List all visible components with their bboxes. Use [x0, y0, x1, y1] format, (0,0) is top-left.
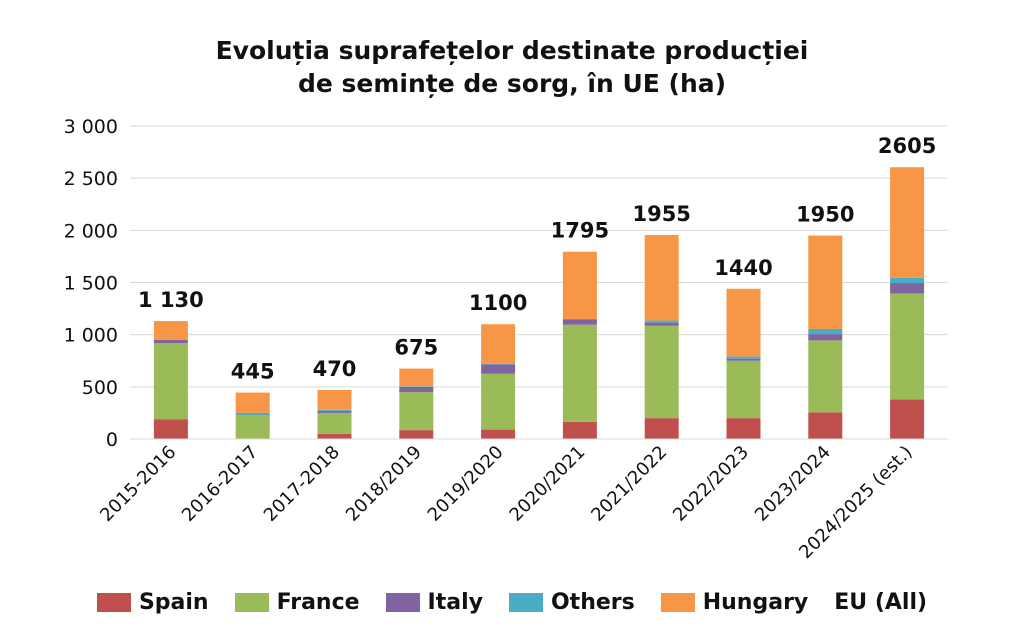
bar-spain	[890, 399, 925, 439]
bar-spain	[317, 433, 352, 439]
bar-others	[235, 412, 270, 416]
legend-item-others: Others	[508, 590, 635, 615]
legend-label: Others	[550, 590, 635, 615]
bar-hungary	[644, 235, 679, 321]
bar-others	[644, 320, 679, 323]
bar-hungary	[153, 321, 188, 340]
y-tick-label: 2 500	[64, 168, 118, 190]
bar-spain	[726, 418, 761, 439]
bar-spain	[481, 429, 516, 439]
bar-france	[644, 325, 679, 419]
legend-swatch	[96, 593, 131, 612]
x-category-label: 2015-2016	[96, 442, 180, 526]
y-tick-label: 1 500	[64, 273, 118, 295]
bar-france	[562, 324, 597, 422]
bar-hungary	[399, 368, 434, 387]
bar-france	[808, 340, 843, 413]
x-category-label: 2018/2019	[342, 442, 426, 526]
total-data-label: 2605	[878, 134, 936, 158]
legend-label: EU (All)	[834, 590, 928, 615]
legend-item-italy: Italy	[385, 590, 483, 615]
bar-others	[317, 409, 352, 411]
legend-label: France	[276, 590, 360, 615]
total-data-label: 1100	[469, 291, 527, 315]
bar-france	[235, 415, 270, 439]
x-category-label: 2020/2021	[506, 442, 590, 526]
legend-swatch	[660, 593, 695, 612]
legend-swatch	[508, 593, 543, 612]
y-tick-label: 2 000	[64, 220, 118, 242]
bar-italy	[153, 339, 188, 344]
x-category-label: 2019/2020	[424, 442, 508, 526]
total-data-label: 675	[394, 336, 438, 360]
y-tick-label: 500	[82, 377, 118, 399]
bar-france	[481, 373, 516, 430]
bar-spain	[644, 418, 679, 439]
bar-hungary	[562, 251, 597, 320]
legend-swatch	[234, 593, 269, 612]
bar-spain	[153, 419, 188, 439]
legend-swatch	[385, 593, 420, 612]
chart-title-line-2: de semințe de sorg, în UE (ha)	[297, 69, 727, 98]
bar-others	[726, 356, 761, 359]
bar-italy	[481, 364, 516, 374]
total-data-label: 445	[231, 360, 275, 384]
chart-legend: Spain France Italy Others Hungary EU (All)	[0, 590, 1024, 615]
bar-france	[890, 293, 925, 400]
total-data-label: 1 130	[138, 288, 204, 312]
bar-france	[726, 360, 761, 419]
bar-italy	[317, 410, 352, 413]
bar-others	[890, 277, 925, 284]
bar-france	[399, 392, 434, 431]
bar-hungary	[890, 167, 925, 278]
total-data-label: 470	[313, 357, 357, 381]
bar-italy	[890, 283, 925, 294]
y-tick-label: 3 000	[64, 116, 118, 138]
legend-label: Spain	[138, 590, 209, 615]
total-data-label: 1795	[551, 219, 609, 243]
bar-others	[153, 339, 188, 340]
bar-italy	[562, 319, 597, 325]
bar-hungary	[808, 235, 843, 329]
legend-label: Italy	[427, 590, 483, 615]
legend-item-hungary: Hungary	[660, 590, 809, 615]
bar-others	[481, 363, 516, 365]
bar-others	[808, 328, 843, 335]
x-category-label: 2021/2022	[587, 442, 671, 526]
x-category-label: 2022/2023	[669, 442, 753, 526]
bar-others	[399, 386, 434, 387]
chart-title-line-1: Evoluția suprafețelor destinate producți…	[215, 36, 809, 65]
bar-france	[317, 412, 352, 434]
bar-hungary	[481, 324, 516, 364]
bar-spain	[808, 412, 843, 439]
total-data-label: 1955	[632, 202, 690, 226]
bar-others	[562, 319, 597, 320]
bar-hungary	[235, 392, 270, 413]
legend-item-spain: Spain	[96, 590, 209, 615]
x-category-label: 2023/2024	[751, 442, 835, 526]
x-category-label: 2017-2018	[260, 442, 344, 526]
chart-title: Evoluția suprafețelor destinate producți…	[0, 34, 1024, 100]
bar-hungary	[726, 288, 761, 357]
bar-italy	[808, 334, 843, 341]
total-data-label: 1950	[796, 203, 854, 227]
bar-spain	[399, 430, 434, 439]
bar-italy	[644, 322, 679, 326]
y-tick-label: 1 000	[64, 325, 118, 347]
y-tick-label: 0	[106, 429, 118, 451]
legend-label: Hungary	[702, 590, 809, 615]
total-data-label: 1440	[714, 256, 772, 280]
legend-item-eu-all: EU (All)	[834, 590, 927, 615]
bar-hungary	[317, 389, 352, 410]
x-category-label: 2016-2017	[178, 442, 262, 526]
chart-plot: 0 500 1 000 1 500 2 000 2 500 3 000 1 130 2015-2…	[64, 116, 948, 563]
bar-italy	[399, 386, 434, 393]
bar-spain	[562, 421, 597, 439]
legend-item-france: France	[234, 590, 360, 615]
bar-france	[153, 343, 188, 420]
bar-italy	[726, 358, 761, 361]
